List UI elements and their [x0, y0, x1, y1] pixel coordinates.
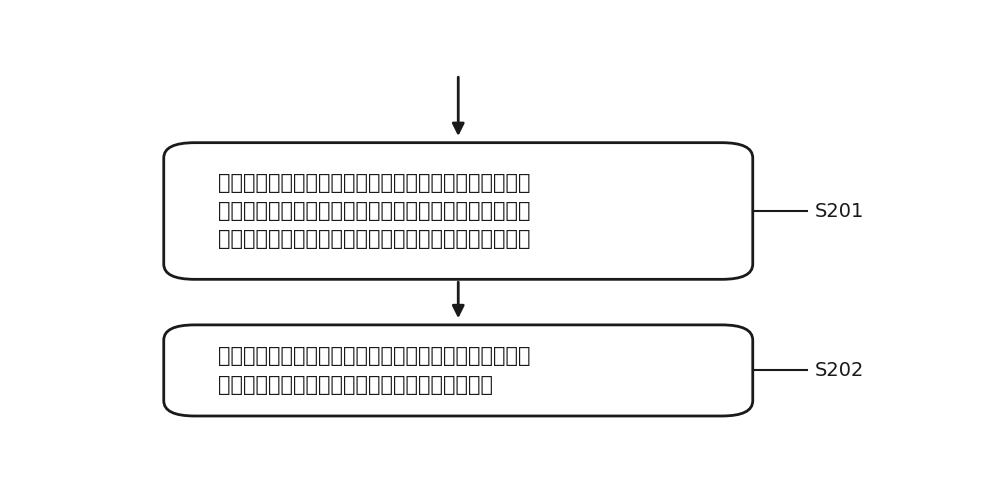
- FancyBboxPatch shape: [164, 325, 753, 416]
- Text: 的稳定性评价值、右脚的稳定性评价值以及对称性评价值: 的稳定性评价值、右脚的稳定性评价值以及对称性评价值: [218, 229, 530, 249]
- Text: 通过由左脚稳定性评价值算法和右脚稳定性评价值算法组: 通过由左脚稳定性评价值算法和右脚稳定性评价值算法组: [218, 173, 530, 193]
- Text: 成的稳定性评价值算法和对称性评价值算法分别确定左脚: 成的稳定性评价值算法和对称性评价值算法分别确定左脚: [218, 201, 530, 221]
- Text: 值通过相应的排序后按比例常数剔除评价较低的值: 值通过相应的排序后按比例常数剔除评价较低的值: [218, 375, 493, 395]
- Text: S201: S201: [815, 202, 864, 220]
- Text: S202: S202: [815, 361, 864, 380]
- FancyBboxPatch shape: [164, 142, 753, 280]
- Text: 将一组左脚的稳定性评价值和相应组的右脚的稳定性评价: 将一组左脚的稳定性评价值和相应组的右脚的稳定性评价: [218, 346, 530, 366]
